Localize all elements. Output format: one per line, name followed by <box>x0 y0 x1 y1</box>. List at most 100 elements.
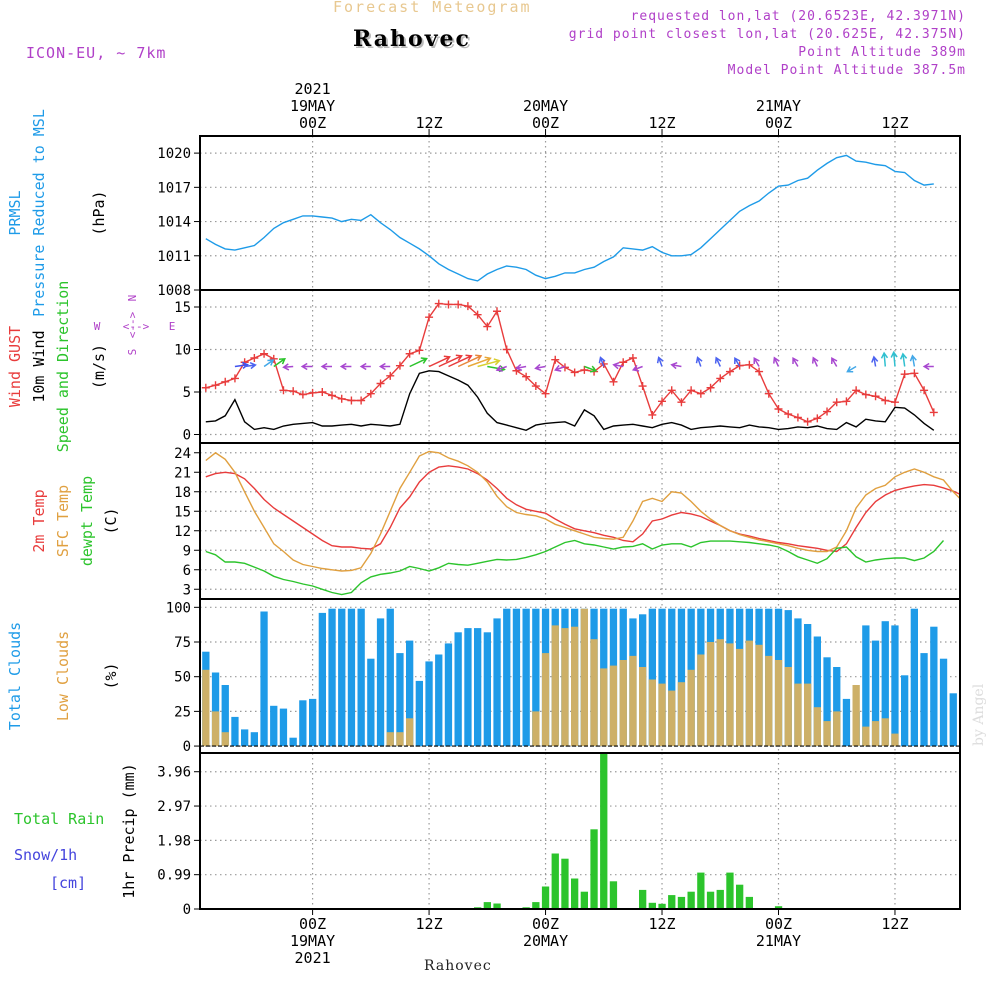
bottom-time-label-2-1: 20MAY <box>523 932 568 950</box>
ytick-label-precip-3: 2.97 <box>157 799 191 815</box>
bar-clouds-0-48 <box>668 608 676 747</box>
bar-clouds-0-23 <box>425 661 433 746</box>
bar-clouds-0-49 <box>677 608 686 747</box>
bar-clouds-0-10 <box>299 700 307 747</box>
gust-marker-74 <box>920 386 929 395</box>
gust-marker-38 <box>570 368 579 377</box>
bar-clouds-0-64 <box>823 657 831 747</box>
bar-clouds-0-14 <box>338 608 346 747</box>
bar-clouds-1-19 <box>648 679 656 747</box>
ytick-label-wind-1: 5 <box>183 385 191 401</box>
point-altitude: Point Altitude 389m <box>798 45 966 60</box>
gust-marker-3 <box>230 374 239 383</box>
wind-arrow-0 <box>234 361 249 369</box>
bar-clouds-0-8 <box>279 708 288 747</box>
bar-clouds-1-38 <box>833 711 841 747</box>
wind-arrow-8 <box>359 362 371 371</box>
bottom-time-label-1-0: 12Z <box>416 915 443 933</box>
bar-precip-0-8 <box>571 878 579 909</box>
compass-e: E <box>169 320 176 333</box>
ytick-label-precip-1: 0.99 <box>157 868 191 884</box>
wind-arrow-10 <box>409 357 428 368</box>
top-time-label-5-0: 12Z <box>881 114 908 132</box>
wind-arrow-3 <box>273 357 286 368</box>
bar-clouds-1-37 <box>823 721 831 747</box>
gust-marker-46 <box>648 410 657 419</box>
gust-marker-7 <box>269 354 278 363</box>
bottom-time-label-4-0: 00Z <box>765 915 792 933</box>
bar-clouds-0-22 <box>415 680 423 747</box>
wind-arrow-26 <box>656 356 664 367</box>
wind-arrow-29 <box>714 356 722 367</box>
panel-pressure: 1008 1011 1014 1017 1020 PRMSL Pressure Reduce… <box>6 109 961 317</box>
gust-marker-28 <box>473 310 482 319</box>
gust-marker-10 <box>298 390 307 399</box>
wind-arrow-14 <box>457 354 483 368</box>
bar-clouds-0-26 <box>454 632 462 747</box>
ytick-label-temperature-7: 24 <box>174 446 191 462</box>
compass-w: W <box>94 320 101 333</box>
bar-clouds-1-41 <box>871 721 880 747</box>
gust-marker-51 <box>696 389 705 398</box>
ylabel-clouds-1: Low Clouds <box>54 631 72 721</box>
plot-clouds <box>200 608 960 747</box>
bar-precip-0-10 <box>590 829 598 909</box>
gust-marker-72 <box>900 370 909 379</box>
bar-clouds-0-15 <box>347 608 356 747</box>
bar-clouds-1-4 <box>386 732 394 747</box>
bottom-time-label-0-1: 19MAY <box>290 932 335 950</box>
bar-clouds-0-16 <box>357 608 365 747</box>
top-time-label-0-2: 00Z <box>299 114 326 132</box>
gust-marker-61 <box>793 413 802 422</box>
wind-arrow-4 <box>282 363 294 371</box>
bar-precip-0-6 <box>551 853 559 909</box>
side-label-2: [cm] <box>50 874 86 892</box>
gust-marker-15 <box>347 396 356 405</box>
bar-clouds-0-11 <box>309 698 317 747</box>
bar-precip-0-2 <box>493 903 501 909</box>
wind-arrow-35 <box>831 356 838 367</box>
gust-marker-34 <box>531 382 540 391</box>
bar-precip-0-4 <box>532 902 540 909</box>
bar-clouds-1-21 <box>668 690 676 747</box>
bar-clouds-1-28 <box>736 648 744 746</box>
bar-clouds-0-29 <box>483 632 491 747</box>
ylabel-temperature-3: (C) <box>102 507 120 534</box>
wind-arrow-25 <box>631 364 643 372</box>
ylabel-wind-0: Wind GUST <box>6 326 24 407</box>
wind-arrow-32 <box>773 356 780 367</box>
footer-location: Rahovec <box>424 958 492 974</box>
ylabel-wind-3: (m/s) <box>90 344 108 389</box>
gust-marker-57 <box>755 367 764 376</box>
bar-precip-0-9 <box>580 891 588 909</box>
gust-marker-62 <box>803 417 812 426</box>
ytick-label-precip-4: 3.96 <box>157 765 191 781</box>
bar-precip-0-23 <box>736 884 744 909</box>
model-label: ICON-EU, ~ 7km <box>26 44 167 62</box>
bar-clouds-0-6 <box>260 611 268 747</box>
bar-clouds-0-30 <box>493 618 501 746</box>
wind-arrow-38 <box>880 351 889 367</box>
wind-arrow-21 <box>554 364 566 372</box>
bar-clouds-0-69 <box>871 640 880 746</box>
plot-wind <box>201 299 938 432</box>
bar-clouds-1-24 <box>697 654 705 747</box>
gust-marker-31 <box>502 345 511 354</box>
gust-marker-59 <box>774 405 783 413</box>
series-temperature-2 <box>205 539 945 596</box>
gust-marker-20 <box>395 361 404 370</box>
bar-clouds-0-61 <box>794 618 802 746</box>
wind-arrow-24 <box>612 361 624 370</box>
ytick-label-temperature-0: 3 <box>183 582 191 598</box>
bar-clouds-0-72 <box>901 675 909 747</box>
bar-precip-0-25 <box>774 906 783 909</box>
side-label-1: Snow/1h <box>14 846 77 864</box>
bar-precip-0-19 <box>697 872 705 909</box>
gust-marker-11 <box>308 388 317 397</box>
bar-clouds-1-15 <box>609 665 618 747</box>
gust-marker-66 <box>842 397 851 406</box>
bar-clouds-1-36 <box>813 707 821 746</box>
ylabel-clouds-2: (%) <box>102 662 120 689</box>
gust-marker-56 <box>745 360 754 369</box>
